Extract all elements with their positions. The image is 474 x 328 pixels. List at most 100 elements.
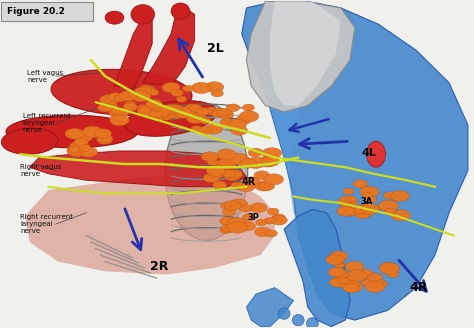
Ellipse shape	[337, 206, 355, 216]
Ellipse shape	[209, 125, 221, 132]
Text: 2L: 2L	[208, 42, 224, 55]
Ellipse shape	[292, 315, 304, 326]
Ellipse shape	[346, 270, 367, 281]
Ellipse shape	[82, 126, 103, 137]
Ellipse shape	[171, 90, 183, 96]
Ellipse shape	[219, 217, 235, 225]
Ellipse shape	[240, 222, 255, 231]
Ellipse shape	[383, 192, 396, 199]
Ellipse shape	[250, 203, 267, 213]
FancyBboxPatch shape	[1, 2, 93, 21]
Ellipse shape	[222, 208, 236, 216]
Polygon shape	[246, 1, 355, 112]
Ellipse shape	[119, 91, 137, 101]
Ellipse shape	[262, 148, 282, 159]
Ellipse shape	[98, 103, 113, 112]
Ellipse shape	[264, 218, 275, 224]
Ellipse shape	[168, 110, 184, 119]
Ellipse shape	[214, 182, 227, 190]
Ellipse shape	[339, 278, 359, 289]
Ellipse shape	[337, 277, 349, 283]
Ellipse shape	[149, 110, 162, 118]
Ellipse shape	[205, 107, 219, 115]
Ellipse shape	[259, 182, 274, 191]
Ellipse shape	[224, 201, 241, 211]
Ellipse shape	[343, 281, 363, 293]
Ellipse shape	[171, 3, 190, 19]
Ellipse shape	[97, 135, 113, 144]
Ellipse shape	[191, 126, 203, 133]
Ellipse shape	[197, 108, 210, 115]
Ellipse shape	[207, 159, 218, 165]
Ellipse shape	[254, 171, 270, 180]
Ellipse shape	[137, 106, 156, 117]
Ellipse shape	[106, 103, 118, 109]
Ellipse shape	[265, 230, 277, 237]
Ellipse shape	[236, 115, 252, 124]
Ellipse shape	[256, 219, 267, 226]
Text: 2R: 2R	[150, 260, 168, 273]
Ellipse shape	[149, 104, 164, 113]
Text: 3A: 3A	[360, 197, 373, 206]
Polygon shape	[30, 151, 246, 187]
Ellipse shape	[74, 131, 93, 142]
Ellipse shape	[271, 215, 287, 225]
Ellipse shape	[186, 112, 206, 124]
Ellipse shape	[360, 204, 379, 214]
Ellipse shape	[226, 104, 240, 112]
Ellipse shape	[183, 110, 194, 116]
Ellipse shape	[343, 188, 354, 195]
Ellipse shape	[224, 171, 241, 181]
Text: Right vagus
nerve: Right vagus nerve	[20, 164, 62, 177]
Ellipse shape	[346, 196, 356, 202]
Ellipse shape	[203, 174, 219, 183]
Ellipse shape	[110, 115, 129, 126]
Ellipse shape	[146, 105, 160, 113]
Ellipse shape	[362, 193, 373, 199]
Ellipse shape	[345, 261, 364, 272]
Text: 3P: 3P	[247, 213, 259, 222]
Ellipse shape	[151, 113, 164, 121]
Ellipse shape	[243, 177, 260, 186]
Ellipse shape	[67, 144, 85, 154]
Ellipse shape	[262, 156, 280, 166]
Ellipse shape	[68, 129, 79, 135]
Ellipse shape	[246, 157, 265, 169]
Ellipse shape	[326, 255, 345, 265]
Ellipse shape	[94, 129, 111, 138]
Ellipse shape	[230, 119, 247, 129]
Ellipse shape	[6, 115, 138, 148]
Ellipse shape	[211, 90, 223, 97]
Ellipse shape	[328, 267, 346, 277]
Ellipse shape	[365, 196, 377, 203]
Ellipse shape	[354, 207, 366, 214]
Ellipse shape	[255, 227, 271, 236]
Ellipse shape	[380, 262, 396, 272]
Ellipse shape	[205, 82, 224, 92]
Ellipse shape	[146, 99, 163, 109]
Ellipse shape	[374, 280, 387, 288]
Ellipse shape	[74, 138, 88, 146]
Ellipse shape	[359, 269, 373, 277]
Ellipse shape	[137, 105, 148, 111]
Polygon shape	[143, 8, 195, 86]
Ellipse shape	[264, 174, 283, 185]
Ellipse shape	[67, 145, 87, 157]
Ellipse shape	[131, 5, 155, 24]
Ellipse shape	[1, 128, 58, 154]
Ellipse shape	[242, 214, 255, 221]
Ellipse shape	[167, 104, 184, 114]
Ellipse shape	[228, 153, 249, 165]
Ellipse shape	[131, 91, 151, 102]
Ellipse shape	[217, 149, 237, 160]
Ellipse shape	[51, 70, 192, 115]
Ellipse shape	[150, 106, 170, 117]
Ellipse shape	[162, 82, 180, 92]
Ellipse shape	[139, 85, 152, 92]
Ellipse shape	[211, 111, 223, 117]
Ellipse shape	[267, 208, 279, 215]
Ellipse shape	[111, 107, 124, 115]
Ellipse shape	[217, 110, 234, 119]
Ellipse shape	[182, 110, 194, 117]
Polygon shape	[25, 177, 275, 275]
